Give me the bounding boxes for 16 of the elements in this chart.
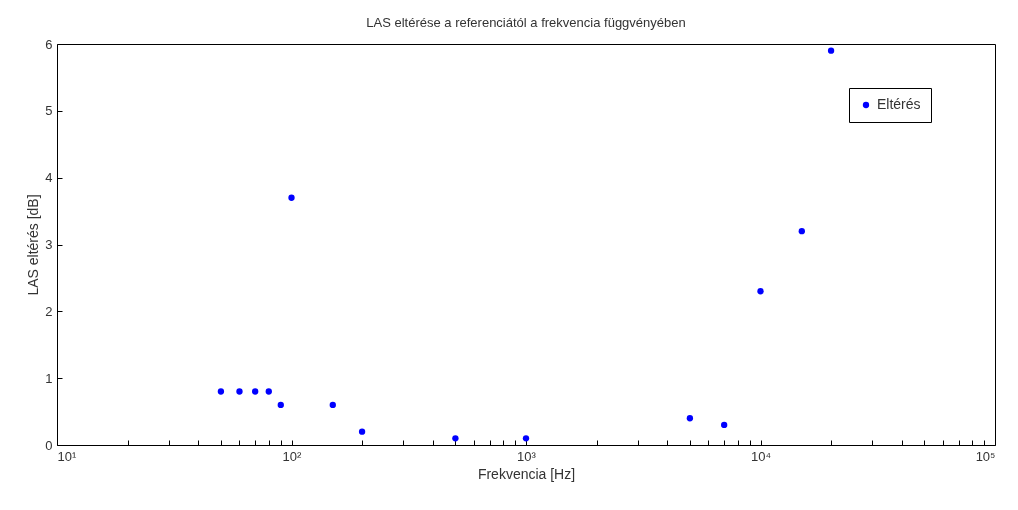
y-tick-label: 1 (45, 370, 53, 386)
x-tick-label: 10⁵ (975, 448, 996, 464)
x-tick-label: 10⁴ (750, 448, 772, 464)
y-tick-label: 2 (45, 303, 53, 319)
chart-title: LAS eltérése a referenciától a frekvencia függvényében (366, 15, 686, 30)
legend-label: Eltérés (877, 96, 921, 112)
y-tick-label: 4 (45, 170, 53, 186)
x-axis-title: Frekvencia [Hz] (477, 465, 576, 482)
x-tick-label: 10¹ (57, 448, 77, 464)
x-tick-label: 10³ (517, 448, 537, 464)
y-tick-label: 0 (45, 437, 53, 453)
x-tick-label: 10² (282, 448, 303, 464)
y-axis-title: LAS eltérés [dB] (25, 194, 42, 296)
y-tick-label: 6 (45, 36, 53, 52)
y-tick-label: 3 (45, 237, 53, 252)
y-tick-label: 5 (45, 103, 53, 119)
